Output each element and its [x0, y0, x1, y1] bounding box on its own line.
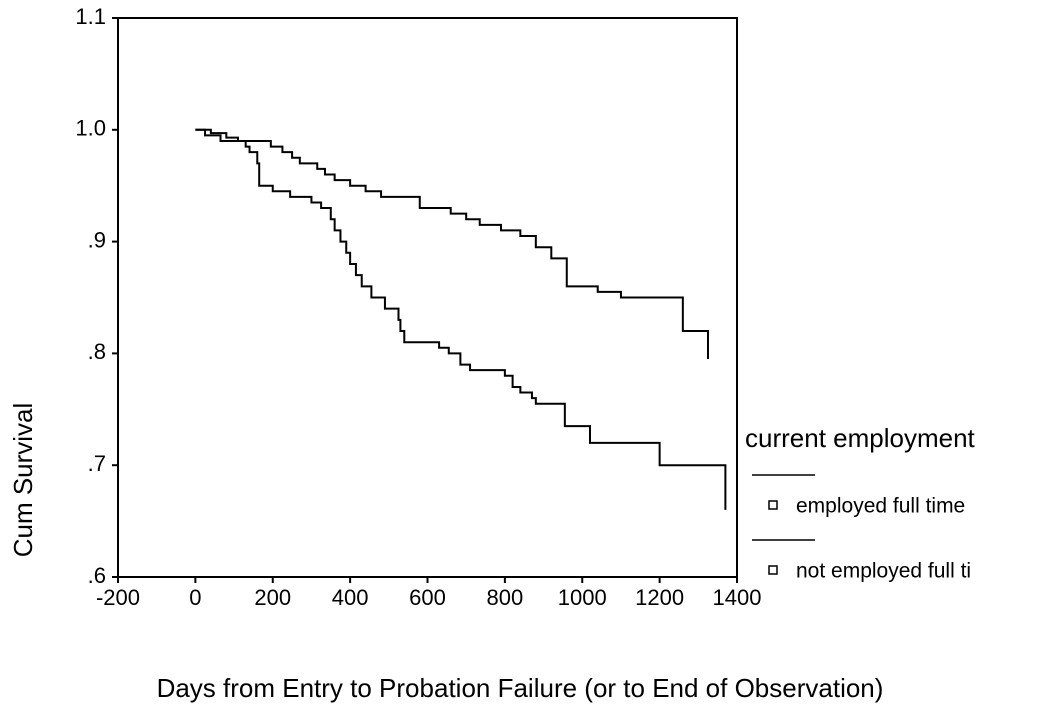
y-tick-label: .9	[88, 227, 106, 252]
x-tick-label: 1400	[713, 585, 762, 610]
legend-label: employed full time	[796, 495, 965, 518]
x-axis-title: Days from Entry to Probation Failure (or…	[157, 673, 884, 703]
x-tick-label: 400	[332, 585, 369, 610]
y-tick-label: .8	[88, 339, 106, 364]
y-tick-label: 1.1	[75, 4, 106, 29]
survival-curve	[195, 128, 709, 359]
y-axis-title: Cum Survival	[8, 403, 38, 558]
x-tick-label: 600	[409, 585, 446, 610]
y-tick-label: .6	[88, 563, 106, 588]
y-tick-label: 1.0	[75, 116, 106, 141]
x-tick-label: -200	[96, 585, 140, 610]
legend-marker	[768, 500, 778, 510]
x-tick-label: 200	[254, 585, 291, 610]
x-tick-label: 1000	[558, 585, 607, 610]
x-tick-label: 1200	[635, 585, 684, 610]
x-tick-label: 0	[189, 585, 201, 610]
x-tick-label: 800	[487, 585, 524, 610]
survival-curve	[195, 128, 727, 510]
legend-marker	[768, 565, 778, 575]
legend-label: not employed full ti	[796, 560, 971, 583]
legend-title: current employment	[745, 423, 976, 453]
y-tick-label: .7	[88, 451, 106, 476]
